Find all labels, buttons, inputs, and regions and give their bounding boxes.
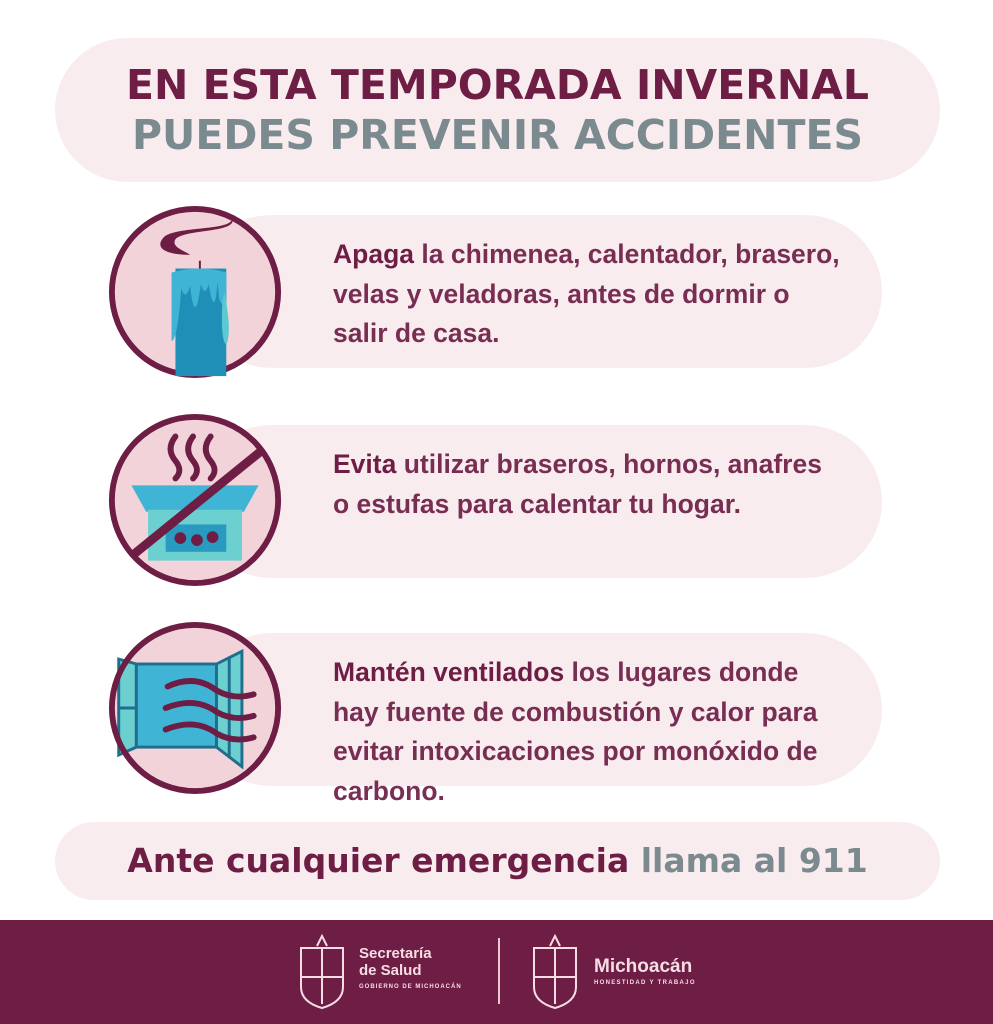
footer-divider [498,938,500,1004]
candle-icon [108,205,282,379]
tip-1-text: la chimenea, calentador, brasero, velas … [333,239,840,348]
secretaria-line-1: Secretaría [359,945,432,962]
tip-2-bold: Evita [333,449,397,479]
michoacan-motto: HONESTIDAD Y TRABAJO [594,980,696,986]
tip-1-bold: Apaga [333,239,414,269]
footer: Secretaría de Salud GOBIERNO DE MICHOACÁ… [0,920,993,1024]
emergency-call: llama al 911 [629,841,868,880]
tip-3: Mantén ventilados los lugares donde hay … [195,633,882,806]
michoacan-name: Michoacán [594,956,693,977]
michoacan-crest-icon [533,933,577,1010]
no-brazier-icon [108,413,282,587]
tip-2: Evita utilizar braseros, hornos, anafres… [195,425,882,578]
emergency-banner: Ante cualquier emergencia llama al 911 [55,822,940,900]
open-window-icon [108,621,282,795]
emergency-bold: Ante cualquier emergencia [127,841,630,880]
header-banner: EN ESTA TEMPORADA INVERNAL PUEDES PREVEN… [55,38,940,182]
header-line-2: PUEDES PREVENIR ACCIDENTES [132,111,863,159]
michoacan-crest-icon [300,933,344,1010]
secretaria-line-2: de Salud [359,962,422,979]
gobierno-subtitle: GOBIERNO DE MICHOACÁN [359,984,462,990]
tip-2-text: utilizar braseros, hornos, anafres o est… [333,449,822,519]
header-line-1: EN ESTA TEMPORADA INVERNAL [126,61,869,109]
tip-1: Apaga la chimenea, calentador, brasero, … [195,215,882,368]
tip-3-bold: Mantén ventilados [333,657,565,687]
tip-3-text: los lugares donde hay fuente de combusti… [333,657,818,806]
